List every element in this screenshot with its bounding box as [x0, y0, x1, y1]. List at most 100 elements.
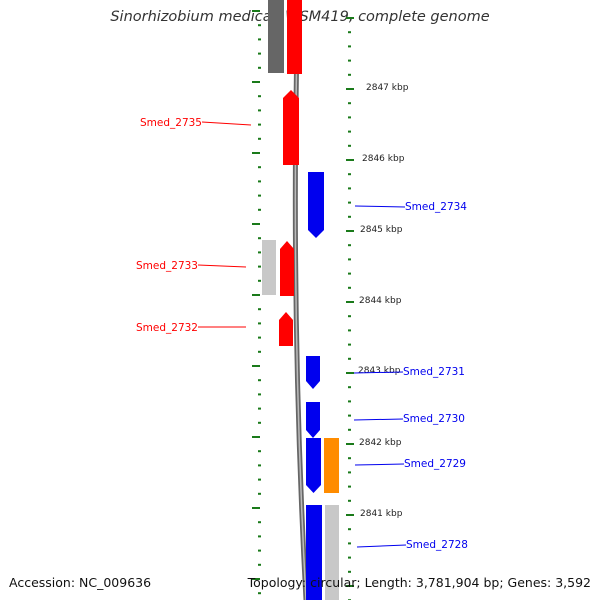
gene-orange-2729 — [324, 438, 339, 493]
tick-mark — [258, 194, 261, 197]
gene-label-left: Smed_2735 — [140, 117, 202, 129]
tick-mark — [258, 393, 261, 396]
tick-mark — [252, 223, 260, 225]
tick-mark — [348, 315, 351, 318]
gene-smed-2734 — [308, 172, 324, 238]
gene-smed-2730 — [306, 402, 320, 438]
tick-mark — [348, 45, 351, 48]
tick-mark — [258, 251, 261, 254]
topology-label: Topology: circular; Length: 3,781,904 bp… — [247, 575, 591, 590]
tick-mark — [348, 102, 351, 105]
kbp-label: 2845 kbp — [360, 225, 403, 235]
tick-mark — [348, 428, 351, 431]
leader-line — [197, 264, 247, 268]
tick-mark — [258, 336, 261, 339]
tick-mark — [252, 152, 260, 154]
tick-mark — [258, 308, 261, 311]
leader-line — [354, 463, 405, 466]
tick-mark — [346, 514, 354, 516]
tick-mark — [348, 457, 351, 460]
tick-mark — [348, 215, 351, 218]
tick-mark — [346, 372, 354, 374]
tick-mark — [348, 343, 351, 346]
kbp-label: 2844 kbp — [359, 296, 402, 306]
tick-mark — [348, 499, 351, 502]
gene-gray-top — [268, 0, 284, 73]
tick-mark — [346, 301, 354, 303]
tick-mark — [348, 116, 351, 119]
tick-mark — [258, 38, 261, 41]
leader-line — [354, 205, 406, 208]
accession-label: Accession: NC_009636 — [9, 575, 152, 590]
tick-mark — [258, 549, 261, 552]
kbp-scale: 2847 kbp 2846 kbp 2845 kbp 2844 kbp 2843 kbp… — [358, 83, 409, 519]
tick-mark — [348, 471, 351, 474]
gene-labels: Smed_2735 Smed_2733 Smed_2732 Smed_2734 Smed… — [136, 117, 468, 551]
tick-mark — [348, 244, 351, 247]
gene-red-top — [287, 0, 302, 74]
tick-mark — [258, 535, 261, 538]
leader-line — [353, 418, 404, 421]
tick-mark — [258, 350, 261, 353]
tick-mark — [258, 492, 261, 495]
tick-mark — [258, 279, 261, 282]
tick-mark — [346, 585, 354, 587]
genome-backbone-highlight — [294, 0, 307, 600]
tick-mark — [258, 464, 261, 467]
gene-label-right: Smed_2729 — [404, 458, 466, 470]
tick-mark — [346, 230, 354, 232]
tick-mark — [258, 166, 261, 169]
tick-mark — [348, 59, 351, 62]
tick-mark — [258, 123, 261, 126]
tick-mark — [348, 556, 351, 559]
tick-mark — [348, 570, 351, 573]
gene-label-right: Smed_2734 — [405, 201, 467, 213]
gene-smed-2732 — [279, 312, 293, 346]
tick-mark — [348, 286, 351, 289]
tick-mark — [258, 265, 261, 268]
tick-mark — [346, 443, 354, 445]
tick-mark — [258, 95, 261, 98]
tick-mark — [252, 10, 260, 12]
tick-mark — [252, 294, 260, 296]
gene-gray-2733 — [262, 240, 276, 295]
tick-mark — [258, 137, 261, 140]
kbp-label: 2846 kbp — [362, 154, 405, 164]
tick-mark — [258, 52, 261, 55]
tick-mark — [346, 159, 354, 161]
tick-mark — [348, 329, 351, 332]
kbp-label: 2842 kbp — [359, 438, 402, 448]
tick-mark — [258, 180, 261, 183]
tick-mark — [348, 528, 351, 531]
tick-mark — [252, 436, 260, 438]
tick-mark — [252, 81, 260, 83]
tick-mark — [258, 379, 261, 382]
tick-mark — [348, 272, 351, 275]
tick-mark — [258, 563, 261, 566]
tick-mark — [348, 144, 351, 147]
tick-mark — [346, 17, 354, 19]
tick-mark — [252, 578, 260, 580]
gene-label-right: Smed_2731 — [403, 366, 465, 378]
tick-mark — [348, 31, 351, 34]
tick-mark — [258, 322, 261, 325]
left-tick-track — [252, 10, 261, 595]
tick-mark — [348, 130, 351, 133]
tick-mark — [348, 400, 351, 403]
gene-smed-2735 — [283, 90, 299, 165]
tick-mark — [258, 109, 261, 112]
tick-mark — [258, 450, 261, 453]
right-tick-track — [346, 17, 354, 600]
tick-mark — [258, 421, 261, 424]
tick-mark — [348, 357, 351, 360]
tick-mark — [348, 173, 351, 176]
leader-line — [201, 121, 252, 126]
tick-mark — [348, 542, 351, 545]
tick-mark — [258, 521, 261, 524]
kbp-label: 2847 kbp — [366, 83, 409, 93]
gene-smed-2733 — [280, 241, 294, 296]
gene-smed-2728 — [306, 505, 322, 600]
tick-mark — [252, 365, 260, 367]
tick-mark — [348, 201, 351, 204]
